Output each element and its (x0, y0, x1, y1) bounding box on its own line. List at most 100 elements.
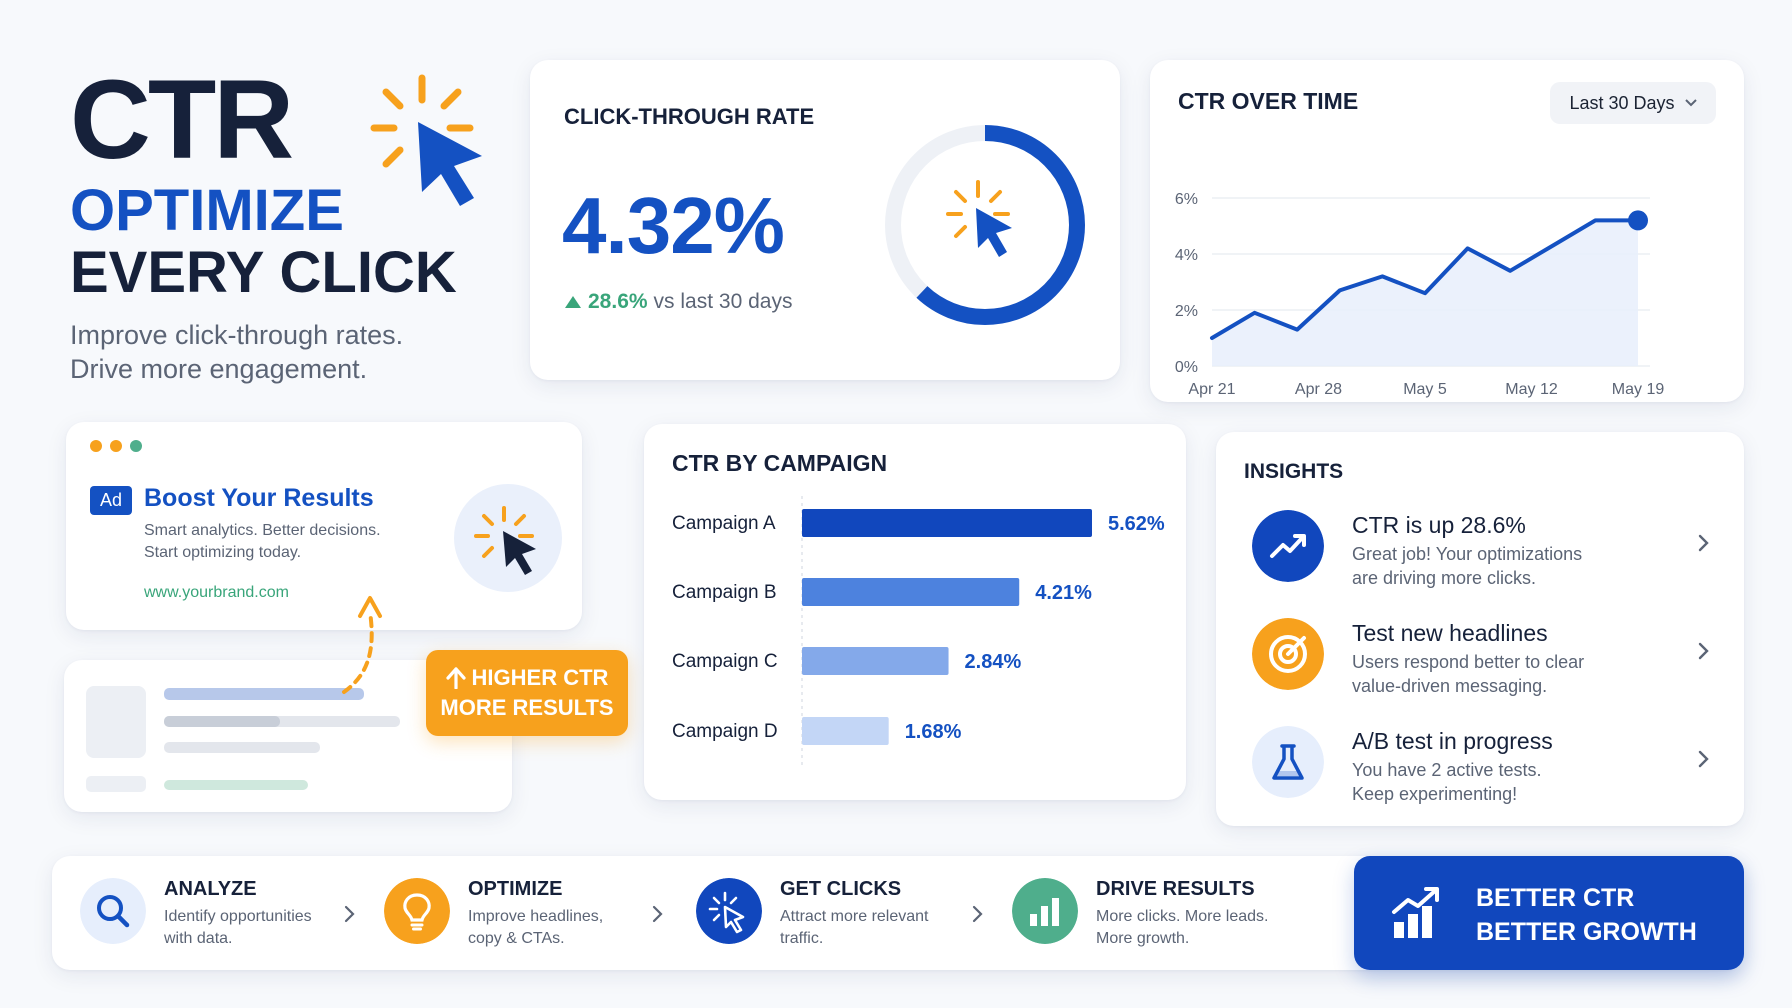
bar-value-label: 1.68% (905, 721, 962, 743)
step-optimize[interactable]: OPTIMIZE Improve headlines, copy & CTAs. (384, 856, 664, 970)
kpi-delta-label: vs last 30 days (653, 290, 793, 313)
insights-card: INSIGHTS CTR is up 28.6% Great job! Your… (1216, 432, 1744, 826)
category-label: Campaign B (672, 582, 777, 603)
kpi-title: CLICK-THROUGH RATE (564, 104, 815, 129)
window-dot-orange (110, 440, 122, 452)
insight-description: Great job! Your optimizations (1352, 544, 1583, 564)
step-description: Attract more relevant (780, 908, 929, 925)
chevron-down-icon (1684, 99, 1697, 107)
click-burst-icon (454, 484, 562, 592)
tag-placeholder (86, 776, 146, 792)
trend-up-icon (1252, 510, 1324, 582)
y-tick-label: 6% (1175, 191, 1198, 208)
step-description: with data. (164, 930, 233, 947)
ad-badge: Ad (90, 486, 133, 515)
arrow-up-icon (445, 667, 466, 689)
hero-headline-every-click: EVERY CLICK (70, 240, 457, 305)
y-tick-label: 4% (1175, 247, 1198, 264)
trend-title: CTR OVER TIME (1178, 88, 1359, 114)
hero-subtitle-1: Improve click-through rates. (70, 320, 404, 350)
x-tick-label: May 5 (1403, 381, 1447, 398)
hero-section: CTR OPTIMIZE EVERY CLICK Improve click-t… (70, 64, 510, 394)
ctr-line-chart: 0% 2% 4% 6% Apr 21 Apr 28 May 5 May 12 May 19 (1175, 191, 1665, 398)
insight-item-ab-test[interactable]: A/B test in progress You have 2 active t… (1216, 726, 1744, 826)
date-range-select[interactable]: Last 30 Days (1550, 82, 1716, 124)
ad-description-2: Start optimizing today. (144, 544, 302, 561)
higher-ctr-badge: HIGHER CTR MORE RESULTS (426, 650, 628, 736)
insight-description: value-driven messaging. (1352, 676, 1548, 696)
category-label: Campaign A (672, 513, 776, 534)
campaign-chart-title: CTR BY CAMPAIGN (672, 450, 888, 476)
kpi-value: 4.32% (562, 181, 785, 270)
chevron-right-icon (1698, 534, 1709, 552)
series-line (1210, 218, 1640, 340)
x-tick-label: May 19 (1612, 381, 1665, 398)
chevron-right-icon (1698, 642, 1709, 660)
kpi-delta: 28.6% vs last 30 days (564, 290, 792, 314)
step-description: More growth. (1096, 930, 1190, 947)
ctr-progress-ring (885, 125, 1085, 325)
insight-item-ctr-up[interactable]: CTR is up 28.6% Great job! Your optimiza… (1216, 510, 1744, 610)
ctr-progress-arc (885, 125, 1085, 325)
insight-title: A/B test in progress (1352, 728, 1553, 754)
thumbnail-placeholder (86, 686, 146, 758)
insight-title: Test new headlines (1352, 620, 1548, 646)
campaign-bar (802, 509, 1092, 537)
ad-preview-card: Ad Boost Your Results Smart analytics. B… (66, 422, 582, 630)
kpi-delta-percent: 28.6% (588, 290, 648, 313)
insight-item-headlines[interactable]: Test new headlines Users respond better … (1216, 618, 1744, 718)
step-drive-results[interactable]: DRIVE RESULTS More clicks. More leads. M… (1012, 856, 1312, 970)
hero-subtitle-2: Drive more engagement. (70, 354, 368, 384)
insight-description: are driving more clicks. (1352, 568, 1537, 588)
more-results-label: MORE RESULTS (440, 695, 614, 720)
text-line-placeholder (164, 742, 320, 753)
triangle-up-icon (565, 296, 581, 308)
insight-description: Keep experimenting! (1352, 784, 1518, 804)
step-title: OPTIMIZE (468, 878, 563, 900)
chevron-right-icon (972, 905, 983, 923)
flask-icon (1252, 726, 1324, 798)
ad-headline[interactable]: Boost Your Results (144, 484, 374, 512)
ad-description-1: Smart analytics. Better decisions. (144, 522, 381, 539)
click-burst-icon (370, 74, 482, 206)
chevron-right-icon (1698, 750, 1709, 768)
step-title: DRIVE RESULTS (1096, 878, 1255, 900)
target-icon (1252, 618, 1324, 690)
step-description: copy & CTAs. (468, 930, 565, 947)
insight-description: Users respond better to clear (1352, 652, 1585, 672)
window-dot-orange (90, 440, 102, 452)
step-analyze[interactable]: ANALYZE Identify opportunities with data… (80, 856, 360, 970)
window-dot-green (130, 440, 142, 452)
campaign-bar-chart: Campaign A 5.62% Campaign B 4.21% Campaign C… (672, 496, 1165, 768)
text-line-highlight (164, 716, 280, 727)
step-description: Identify opportunities (164, 908, 312, 925)
x-tick-label: Apr 21 (1188, 381, 1235, 398)
step-get-clicks[interactable]: GET CLICKS Attract more relevant traffic… (696, 856, 976, 970)
step-title: ANALYZE (164, 878, 257, 900)
url-line-placeholder (164, 780, 308, 790)
x-tick-label: Apr 28 (1295, 381, 1342, 398)
campaign-bar (802, 578, 1020, 606)
campaign-bar (802, 717, 889, 745)
category-label: Campaign D (672, 721, 778, 742)
cta-line-1: BETTER CTR (1476, 884, 1635, 912)
x-tick-label: May 12 (1505, 381, 1558, 398)
upward-dashed-arrow-icon (342, 596, 382, 694)
bar-value-label: 4.21% (1035, 582, 1092, 604)
higher-ctr-label: HIGHER CTR (471, 665, 609, 690)
better-ctr-banner: BETTER CTR BETTER GROWTH (1354, 856, 1744, 970)
hero-headline-optimize: OPTIMIZE (70, 178, 344, 243)
ctr-over-time-card: CTR OVER TIME Last 30 Days 0% 2% 4% 6% Apr 2… (1150, 60, 1744, 402)
search-icon (80, 878, 146, 944)
series-end-point (1628, 210, 1648, 231)
text-line-placeholder (164, 716, 400, 727)
bar-chart-icon (1012, 878, 1078, 944)
step-description: More clicks. More leads. (1096, 908, 1269, 925)
bar-value-label: 5.62% (1108, 513, 1165, 535)
cta-line-2: BETTER GROWTH (1476, 918, 1697, 946)
category-label: Campaign C (672, 651, 778, 672)
chevron-right-icon (344, 905, 355, 923)
insights-title: INSIGHTS (1244, 460, 1344, 483)
date-range-value: Last 30 Days (1569, 92, 1675, 113)
ad-url[interactable]: www.yourbrand.com (144, 584, 289, 601)
